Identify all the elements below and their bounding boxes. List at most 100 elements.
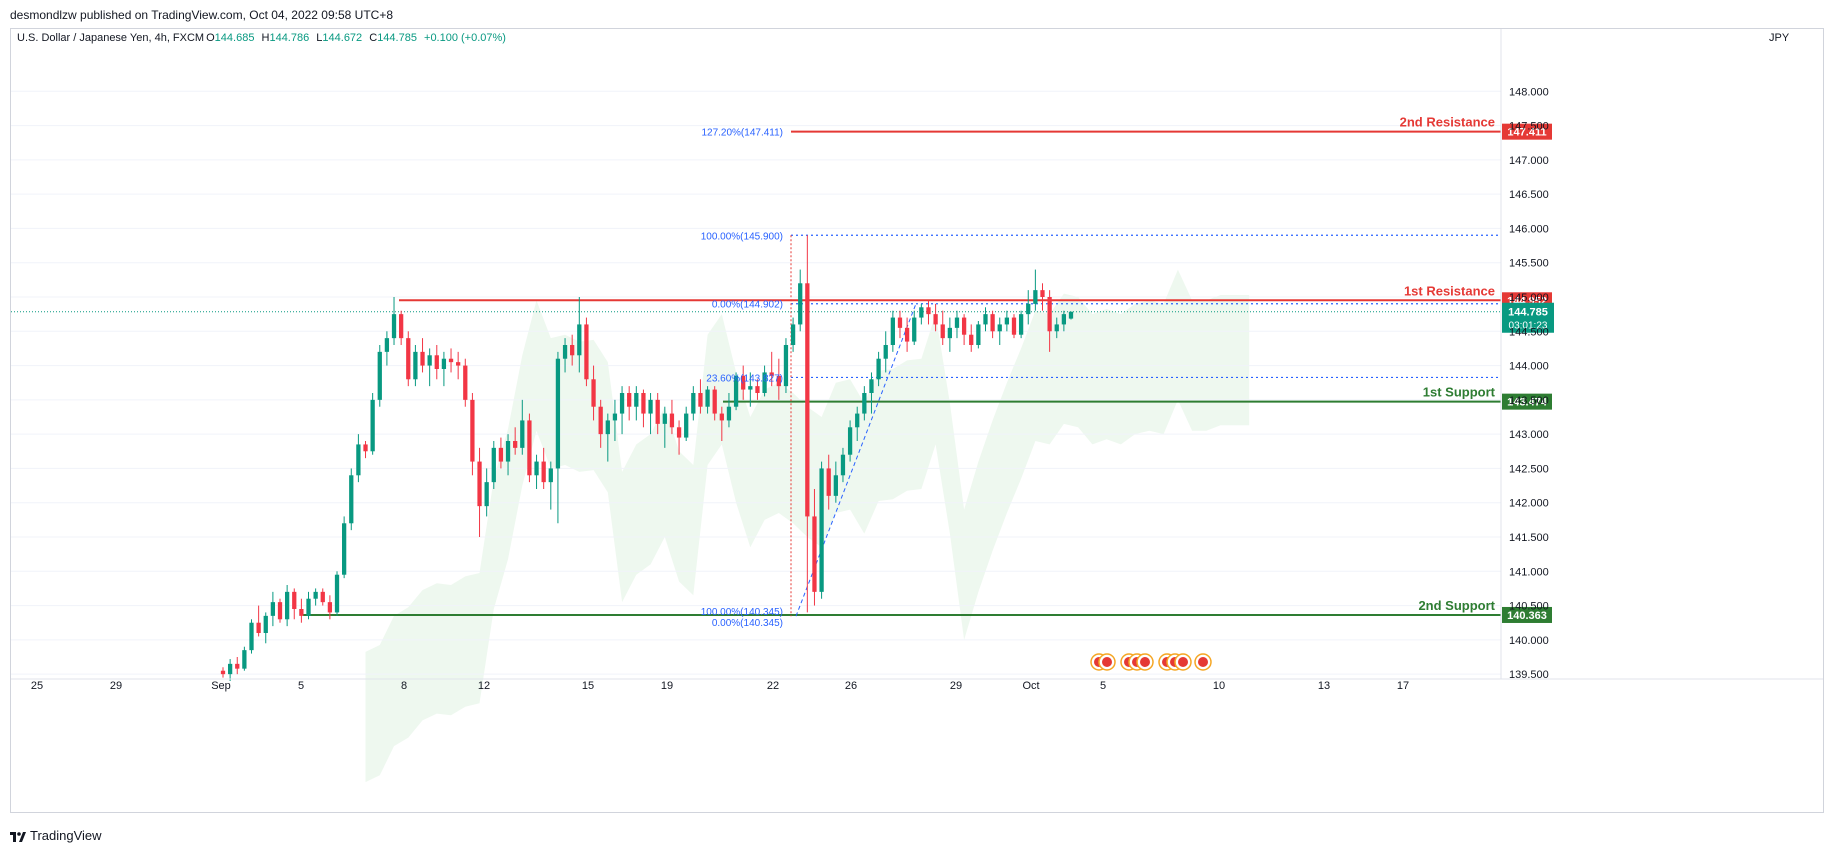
candle-32 [448,348,454,373]
candle-99 [926,300,931,325]
candle-62 [662,406,667,448]
candle-18 [349,468,354,531]
price-tick-8: 144.000 [1509,361,1549,373]
candle-111 [1011,314,1017,339]
candle-54 [605,413,610,462]
candle-59 [641,389,646,428]
candle-body-105 [969,334,974,345]
price-tick-2: 147.000 [1509,155,1549,167]
candle-97 [912,310,917,345]
price-tick-11: 142.500 [1509,463,1549,475]
candle-body-109 [997,324,1002,332]
candle-20 [363,441,368,459]
time-tick-0: 25 [31,680,43,692]
candle-body-75 [755,386,760,393]
price-tick-13: 141.500 [1509,532,1549,544]
candle-body-108 [990,314,995,332]
candle-90 [862,386,867,421]
candle-70 [719,406,724,441]
candle-body-4 [249,622,254,651]
candle-body-91 [869,379,874,393]
candle-85 [826,454,831,510]
symbol-name[interactable]: U.S. Dollar / Japanese Yen, 4h, FXCM [17,32,204,44]
candle-body-78 [776,375,781,387]
candle-body-26 [406,338,411,380]
time-tick-9: 26 [845,680,857,692]
open-value: 144.685 [215,32,255,44]
candle-0 [220,667,226,678]
candle-body-23 [384,338,390,352]
candle-5 [256,605,261,637]
level-name-2: 1st Support [1423,385,1496,400]
time-tick-15: 17 [1397,680,1409,692]
candle-body-98 [919,307,924,318]
fib-label-4: 100.00%(140.345) [701,607,783,618]
candle-4 [249,619,254,654]
candle-73 [741,365,746,400]
candle-100 [933,303,938,332]
candle-67 [698,379,703,414]
candle-46 [548,461,553,510]
level-name-0: 2nd Resistance [1400,115,1495,130]
candle-body-84 [819,468,824,592]
candle-71 [726,393,732,428]
tradingview-logo[interactable]: TradingView [10,828,102,843]
candle-114 [1033,269,1038,311]
candle-14 [320,588,325,606]
candle-118 [1061,310,1067,332]
candle-body-27 [413,351,418,380]
candle-26 [406,331,411,387]
candle-body-74 [748,386,753,390]
price-axis[interactable]: 148.000 147.500 147.000 146.500 146.000 145.5… [1500,29,1549,681]
level-badge-text-0: 147.411 [1507,127,1546,139]
candle-body-46 [548,468,553,483]
candle-body-31 [441,358,447,369]
candle-30 [434,345,439,380]
time-tick-12: 5 [1100,680,1106,692]
time-tick-5: 12 [478,680,490,692]
candle-body-115 [1040,290,1045,297]
candle-105 [969,324,974,352]
candle-body-99 [926,307,931,315]
chart-frame[interactable]: 2nd Resistance 147.411 1st Resistance 144.9… [10,28,1824,813]
us-flag-icon-4 [1140,657,1150,667]
economic-events[interactable] [1090,653,1212,671]
candle-body-40 [505,441,511,462]
candle-body-79 [783,345,789,387]
candle-110 [1004,310,1010,332]
candle-81 [798,269,803,332]
time-axis[interactable]: 25 29 Sep 5 8 12 15 19 22 26 29 Oct 5 10 13 17 [11,678,1823,692]
candle-body-83 [812,516,817,592]
candle-82 [805,235,810,613]
candle-body-18 [349,475,354,524]
level-name-1: 1st Resistance [1404,283,1495,298]
us-flag-icon-7 [1178,657,1188,667]
candle-body-36 [477,461,482,507]
candle-78 [776,358,781,400]
price-tick-10: 143.000 [1509,429,1549,441]
candle-98 [919,303,924,325]
candle-body-96 [904,327,910,342]
candle-body-43 [527,420,532,476]
candle-body-10 [292,591,297,609]
price-tick-3: 146.500 [1509,189,1549,201]
candle-109 [997,317,1002,345]
candle-102 [947,317,952,352]
candle-28 [420,338,425,373]
candle-body-62 [662,413,667,424]
candle-body-19 [356,444,361,476]
candle-body-42 [520,420,525,448]
candle-39 [498,437,504,469]
candle-24 [391,297,397,345]
candle-2 [235,657,240,675]
candle-body-47 [555,358,561,469]
candle-65 [684,406,689,441]
candle-body-15 [327,602,333,613]
price-tick-6: 145.000 [1509,292,1549,304]
candle-103 [954,310,960,339]
candle-37 [484,468,489,517]
candle-57 [627,386,632,421]
candle-body-25 [399,314,404,339]
